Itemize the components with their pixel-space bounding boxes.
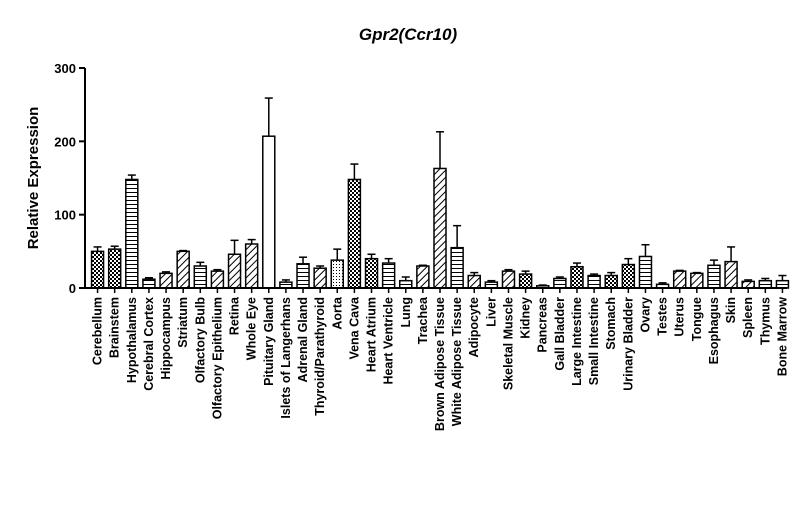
x-tick-label: Gall Bladder bbox=[553, 297, 567, 371]
x-tick-label: Ovary bbox=[638, 297, 652, 332]
x-tick-label: Skin bbox=[724, 297, 738, 323]
x-tick-label: Heart Atrium bbox=[365, 297, 379, 372]
bar bbox=[433, 167, 447, 289]
bar bbox=[330, 259, 345, 289]
bar bbox=[381, 262, 396, 289]
x-tick-label: Pancreas bbox=[536, 297, 550, 353]
bar bbox=[518, 273, 533, 289]
bars-group bbox=[90, 97, 790, 289]
bar bbox=[570, 265, 584, 289]
bar bbox=[159, 272, 173, 289]
bar bbox=[553, 277, 567, 289]
y-tick-label: 300 bbox=[54, 61, 76, 76]
bar bbox=[399, 279, 413, 289]
x-tick-label: Olfactory Epithelium bbox=[210, 297, 224, 419]
bar bbox=[262, 135, 276, 289]
x-tick-label: Thymus bbox=[758, 297, 772, 345]
x-tick-label: Trachea bbox=[416, 296, 430, 344]
x-tick-label: Whole Eye bbox=[245, 297, 259, 360]
x-tick-label: Liver bbox=[484, 297, 498, 327]
bar bbox=[450, 246, 464, 289]
bar bbox=[210, 270, 225, 289]
bar bbox=[244, 243, 259, 289]
x-tick-label: Large Intestine bbox=[570, 297, 584, 386]
bar bbox=[90, 250, 105, 289]
bar bbox=[707, 264, 721, 289]
bar bbox=[416, 265, 430, 289]
x-tick-label: Pituitary Gland bbox=[262, 297, 276, 386]
bar bbox=[364, 257, 379, 289]
bar bbox=[227, 253, 242, 289]
bar bbox=[638, 255, 653, 289]
bar bbox=[107, 248, 122, 289]
x-tick-label: Heart Ventricle bbox=[382, 297, 396, 385]
bar bbox=[313, 267, 327, 289]
bar bbox=[672, 270, 687, 289]
x-tick-label: Islets of Langerhans bbox=[279, 297, 293, 419]
x-tick-label: Olfactory Bulb bbox=[193, 297, 207, 383]
x-tick-label: Kidney bbox=[519, 297, 533, 339]
bar bbox=[621, 263, 636, 289]
bar bbox=[604, 274, 618, 289]
bar bbox=[467, 274, 481, 289]
bar bbox=[142, 278, 156, 289]
y-axis: 0 100 200 300 bbox=[54, 61, 86, 296]
bar bbox=[296, 263, 310, 289]
x-tick-label: Stomach bbox=[604, 297, 618, 350]
y-tick-label: 0 bbox=[69, 281, 76, 296]
x-tick-label: Bone Marrow bbox=[775, 297, 789, 376]
bar bbox=[690, 272, 704, 289]
x-tick-label: Lung bbox=[399, 297, 413, 328]
x-tick-label: Brown Adipose Tissue bbox=[433, 297, 447, 431]
x-tick-label: Spleen bbox=[741, 297, 755, 338]
x-tick-label: Thyroid/Parathyroid bbox=[313, 297, 327, 416]
x-tick-label: Vena Cava bbox=[347, 296, 361, 360]
bar bbox=[125, 178, 139, 289]
bar bbox=[176, 250, 190, 289]
bar bbox=[758, 279, 773, 289]
y-axis-label: Relative Expression bbox=[25, 107, 42, 250]
x-tick-label: Cerebral Cortex bbox=[142, 297, 156, 391]
x-tick-label: Brainstem bbox=[108, 297, 122, 358]
x-tick-label: Uterus bbox=[673, 297, 687, 337]
x-tick-label: Aorta bbox=[330, 296, 344, 330]
x-tick-label: Tongue bbox=[690, 297, 704, 341]
x-tick-label: Cerebellum bbox=[91, 297, 105, 365]
y-tick-label: 200 bbox=[54, 134, 76, 149]
x-tick-label: Retina bbox=[228, 296, 242, 335]
x-axis: Cerebellum Brainstem Hypothalamus Cerebral … bbox=[85, 287, 789, 431]
x-tick-label: Hippocampus bbox=[159, 297, 173, 380]
x-tick-label: Hypothalamus bbox=[125, 297, 139, 383]
bar bbox=[347, 178, 362, 289]
bar bbox=[501, 270, 516, 289]
x-tick-label: Small Intestine bbox=[587, 297, 601, 385]
x-tick-label: Urinary Bladder bbox=[621, 297, 635, 391]
bar bbox=[193, 265, 208, 289]
x-tick-label: Adipocyte bbox=[467, 297, 481, 357]
x-tick-label: Adrenal Gland bbox=[296, 297, 310, 382]
y-tick-label: 100 bbox=[54, 208, 76, 223]
x-tick-label: Esophagus bbox=[707, 297, 721, 364]
bar bbox=[587, 274, 601, 289]
chart-title: Gpr2(Ccr10) bbox=[359, 25, 458, 44]
x-tick-label: Striatum bbox=[176, 297, 190, 348]
x-tick-label: White Adipose Tissue bbox=[450, 297, 464, 426]
x-tick-label: Skeletal Muscle bbox=[501, 297, 515, 390]
bar bbox=[775, 279, 790, 289]
bar bbox=[724, 260, 738, 289]
x-tick-label: Testes bbox=[656, 297, 670, 336]
